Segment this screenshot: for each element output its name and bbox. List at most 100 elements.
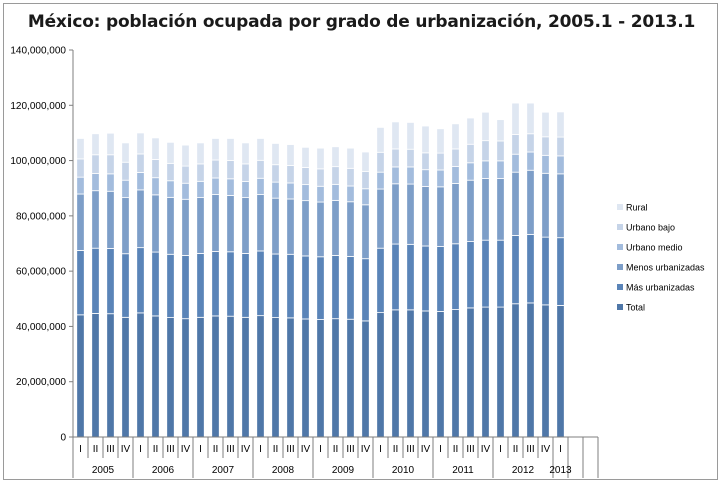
x-tick-label: III — [166, 444, 174, 455]
bar-segment — [226, 138, 235, 161]
bar-segment — [556, 155, 565, 175]
bar-segment — [166, 162, 175, 182]
x-tick-label: II — [453, 444, 459, 455]
x-tick-label: IV — [541, 444, 551, 455]
x-tick-label: III — [526, 444, 534, 455]
bar-segment — [166, 180, 175, 198]
bar-segment — [301, 184, 310, 202]
bar-segment — [76, 176, 85, 195]
bar-segment — [496, 239, 505, 308]
bar-segment — [151, 251, 160, 317]
bar-segment — [301, 146, 310, 168]
x-tick-label: I — [439, 444, 442, 455]
bar-segment — [346, 167, 355, 187]
bar-segment — [91, 313, 100, 438]
bar-segment — [406, 122, 415, 150]
bar-segment — [361, 188, 370, 206]
bar-segment — [226, 160, 235, 180]
bar-segment — [106, 313, 115, 438]
bar-segment — [391, 148, 400, 168]
bar-segment — [346, 201, 355, 257]
bar-segment — [271, 164, 280, 183]
bar-segment — [136, 132, 145, 155]
bar-segment — [391, 183, 400, 245]
bar-segment — [556, 305, 565, 438]
bar-segment — [346, 318, 355, 438]
bar-segment — [331, 183, 340, 201]
bar-segment — [541, 111, 550, 138]
legend-entry: Urbano bajo — [626, 223, 675, 233]
bar-segment — [151, 315, 160, 438]
bar-segment — [286, 144, 295, 166]
legend-entry: Urbano medio — [626, 243, 683, 253]
bar-segment — [271, 181, 280, 199]
bar-segment — [511, 134, 520, 155]
x-tick-label: II — [393, 444, 399, 455]
bar-segment — [436, 152, 445, 171]
bar-segment — [166, 141, 175, 164]
x-tick-label: IV — [361, 444, 371, 455]
year-label: 2011 — [452, 465, 474, 476]
x-tick-label: II — [213, 444, 219, 455]
x-tick-label: I — [79, 444, 82, 455]
legend: Rural Urbano bajo Urbano medio Menos urbani… — [617, 203, 705, 313]
bar-segment — [211, 315, 220, 438]
bar-segment — [106, 132, 115, 156]
bar-segment — [361, 204, 370, 260]
bar-segment — [526, 169, 535, 235]
bar-segment — [211, 177, 220, 195]
bar-segment — [91, 247, 100, 314]
legend-swatch — [617, 264, 623, 270]
bar-segment — [466, 162, 475, 181]
bar-segment — [421, 186, 430, 247]
legend-swatch — [617, 224, 623, 230]
bar-segment — [91, 190, 100, 249]
bar-segment — [346, 256, 355, 320]
bar-segment — [271, 317, 280, 438]
bars-layer — [76, 102, 565, 438]
bar-segment — [376, 151, 385, 173]
legend-swatch — [617, 244, 623, 250]
bar-segment — [286, 253, 295, 319]
bar-segment — [361, 151, 370, 172]
bar-segment — [406, 309, 415, 438]
bar-segment — [451, 309, 460, 438]
bar-segment — [526, 233, 535, 304]
bar-segment — [301, 167, 310, 186]
bar-segment — [136, 153, 145, 173]
y-tick-label: 140,000,000 — [10, 46, 66, 57]
bar-segment — [196, 253, 205, 318]
bar-segment — [511, 153, 520, 173]
bar-segment — [421, 125, 430, 154]
bar-segment — [106, 248, 115, 315]
legend-swatch — [617, 304, 623, 310]
bar-segment — [76, 250, 85, 316]
bar-segment — [196, 163, 205, 182]
bar-segment — [106, 154, 115, 175]
bar-segment — [106, 173, 115, 192]
bar-segment — [271, 143, 280, 166]
y-tick-label: 20,000,000 — [16, 377, 66, 388]
bar-segment — [256, 159, 265, 179]
bar-segment — [316, 185, 325, 203]
bar-segment — [226, 251, 235, 317]
bar-segment — [226, 178, 235, 196]
bar-segment — [451, 183, 460, 245]
bar-segment — [226, 315, 235, 438]
x-tick-label: IV — [301, 444, 311, 455]
bar-segment — [466, 117, 475, 145]
bar-segment — [256, 138, 265, 161]
bar-segment — [181, 198, 190, 256]
bar-segment — [541, 236, 550, 306]
bar-segment — [316, 256, 325, 320]
year-label: 2010 — [392, 465, 415, 476]
year-label: 2012 — [512, 465, 535, 476]
year-label: 2013 — [549, 465, 572, 476]
bar-segment — [226, 194, 235, 253]
bar-segment — [121, 161, 130, 181]
bar-segment — [346, 147, 355, 169]
bar-segment — [151, 137, 160, 160]
bar-segment — [331, 199, 340, 256]
bar-segment — [331, 166, 340, 185]
bar-segment — [121, 142, 130, 163]
